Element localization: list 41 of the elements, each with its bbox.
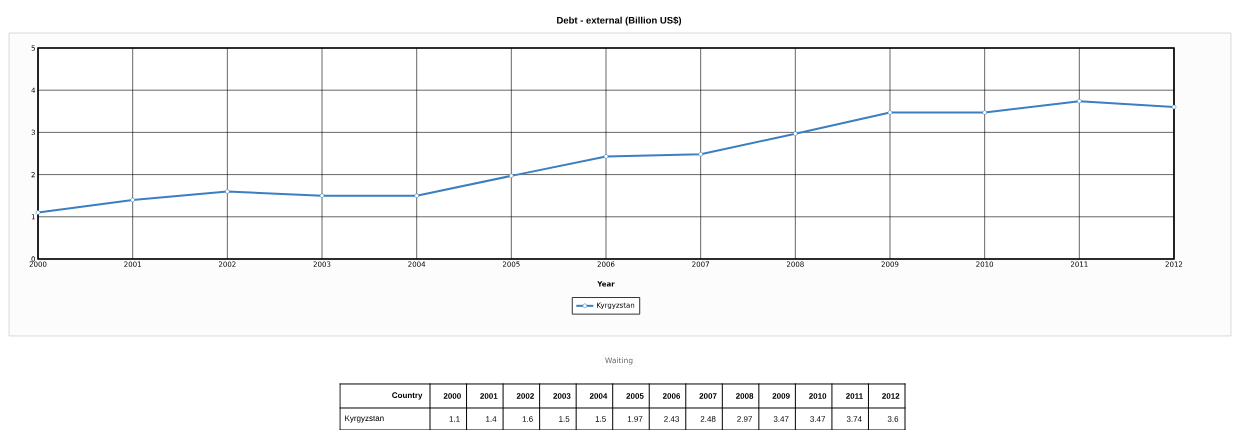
point (603, 154, 609, 159)
x-tick-label: 2002 (516, 393, 534, 399)
x-tick-label: 2008 (735, 393, 754, 399)
x-tick-label: 2003 (553, 393, 571, 399)
point (698, 152, 703, 157)
data-label: 3.47 (810, 416, 826, 422)
point (793, 131, 798, 136)
x-tick-label: 2006 (662, 393, 681, 399)
x-tick-label: 2007 (699, 393, 717, 399)
data-label: 1.5 (559, 416, 570, 422)
point (319, 193, 325, 198)
chart-title: Debt - external (Billion US$) (557, 16, 682, 26)
x-tick-label: 2000 (443, 393, 461, 399)
data-label: 2.97 (737, 416, 752, 422)
text: Country (392, 392, 423, 400)
point (887, 110, 893, 115)
data-label: 3.6 (887, 416, 899, 422)
x-tick-label: 2004 (589, 393, 608, 399)
point (414, 193, 419, 198)
data-label: 2.48 (700, 416, 716, 422)
point (1077, 98, 1082, 104)
x-tick-label: 2009 (772, 393, 790, 399)
point (225, 189, 230, 194)
x-tick-label: 2005 (626, 393, 644, 399)
x-tick-label: 2010 (809, 393, 827, 399)
data-label: 1.4 (486, 416, 497, 422)
data-label: 3.47 (773, 416, 789, 422)
point (982, 110, 987, 115)
x-tick-label: 2001 (480, 393, 498, 399)
data-label: 2.43 (664, 416, 679, 422)
data-label: 1.97 (627, 416, 643, 422)
data-label: 1.5 (595, 416, 606, 422)
data-label: 1.6 (522, 416, 533, 422)
point (130, 197, 135, 203)
point (35, 210, 41, 215)
x-tick-label: 2011 (846, 393, 863, 399)
point (509, 173, 514, 179)
x-tick-label: 2012 (882, 393, 900, 399)
data-label: 1.1 (449, 416, 460, 422)
data-label: 3.74 (846, 416, 862, 422)
point (1171, 104, 1177, 110)
